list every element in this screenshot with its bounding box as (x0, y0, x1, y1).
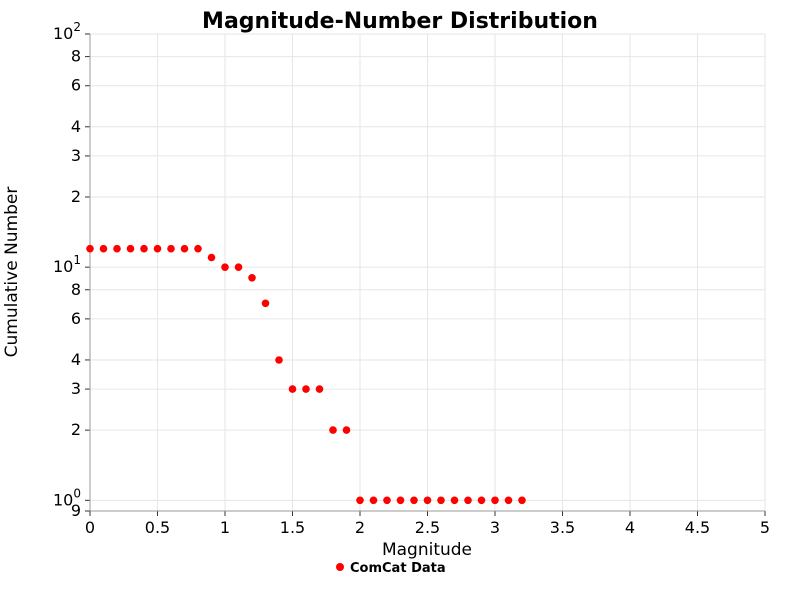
y-tick-label: 8 (71, 47, 81, 66)
data-point (180, 244, 189, 253)
x-tick-label: 4 (625, 518, 635, 537)
x-tick-label: 4.5 (685, 518, 710, 537)
x-tick-label: 2 (355, 518, 365, 537)
data-point (396, 496, 405, 505)
data-point (99, 244, 108, 253)
data-point (329, 426, 337, 434)
y-tick-label: 3 (71, 379, 81, 398)
data-point (194, 244, 202, 253)
data-point (140, 244, 148, 253)
data-point (450, 496, 459, 505)
x-tick-label: 0.5 (145, 518, 170, 537)
data-point (302, 385, 310, 393)
legend-label: ComCat Data (350, 561, 446, 576)
axes: 0 0.5 1 1.5 2 2.5 3 3.5 4 4.5 5 102 8 6 4 3 2 101 8 6 4 3 2 100… (53, 20, 770, 537)
y-tick-label: 6 (71, 76, 81, 95)
data-point (126, 244, 135, 253)
y-tick-label: 4 (71, 117, 81, 136)
y-tick-label: 4 (71, 350, 81, 369)
data-point (221, 263, 229, 272)
data-point (356, 496, 364, 505)
data-point (275, 356, 283, 364)
data-point (437, 496, 445, 505)
data-point (491, 496, 499, 505)
data-point (464, 496, 472, 505)
x-tick-label: 3.5 (550, 518, 575, 537)
data-point (518, 496, 526, 505)
data-point (369, 496, 378, 505)
data-point (504, 496, 513, 505)
y-tick-label: 102 (53, 20, 81, 43)
x-tick-label: 0 (85, 518, 95, 537)
legend: ComCat Data (336, 561, 446, 576)
data-point (167, 244, 175, 253)
data-point (207, 253, 216, 262)
data-point (86, 244, 94, 253)
data-point (477, 496, 486, 505)
y-tick-label: 3 (71, 146, 81, 165)
data-point (315, 385, 324, 393)
y-tick-label: 6 (71, 309, 81, 328)
data-points (86, 244, 526, 505)
x-tick-label: 1.5 (280, 518, 305, 537)
legend-marker-icon (336, 563, 344, 571)
data-point (234, 263, 243, 272)
data-point (423, 496, 432, 505)
y-tick-label: 8 (71, 280, 81, 299)
y-axis-label: Cumulative Number (2, 187, 22, 358)
x-tick-label: 2.5 (415, 518, 440, 537)
chart-title: Magnitude-Number Distribution (202, 9, 598, 34)
data-point (248, 274, 256, 282)
data-point (153, 244, 162, 253)
y-tick-label: 100 (53, 486, 81, 509)
data-point (342, 426, 351, 434)
y-tick-label: 2 (71, 420, 81, 439)
data-point (410, 496, 418, 505)
y-tick-label: 101 (53, 253, 81, 276)
data-point (288, 385, 297, 393)
data-point (383, 496, 391, 505)
x-axis-label: Magnitude (382, 540, 472, 560)
gridlines (89, 33, 766, 512)
data-point (113, 244, 121, 253)
y-tick-label: 2 (71, 187, 81, 206)
y-tick-label: 9 (71, 501, 81, 520)
x-tick-label: 5 (760, 518, 770, 537)
x-tick-label: 1 (220, 518, 230, 537)
x-tick-label: 3 (490, 518, 500, 537)
data-point (261, 299, 270, 308)
